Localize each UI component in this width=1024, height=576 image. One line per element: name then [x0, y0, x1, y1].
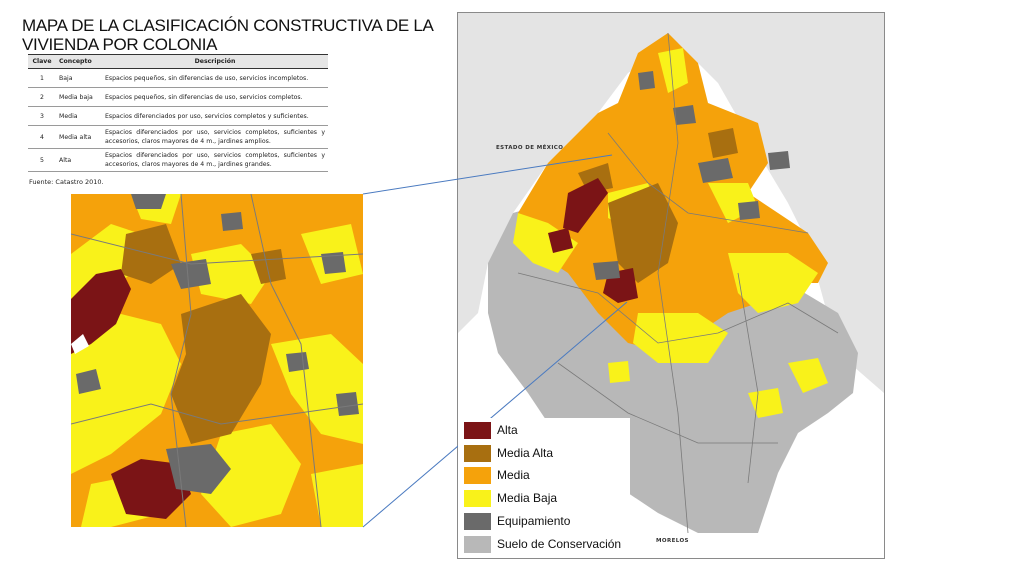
cell-descripcion: Espacios diferenciados por uso, servicio…	[102, 148, 328, 172]
cell-clave: 4	[28, 125, 56, 149]
cell-concepto: Baja	[56, 68, 102, 88]
table-row: 1 Baja Espacios pequeños, sin diferencia…	[28, 68, 328, 88]
cell-concepto: Media alta	[56, 125, 102, 149]
cell-clave: 3	[28, 106, 56, 126]
table-row: 2 Media baja Espacios pequeños, sin dife…	[28, 87, 328, 107]
cell-descripcion: Espacios pequeños, sin diferencias de us…	[102, 68, 328, 88]
legend-swatch	[464, 444, 491, 462]
label-morelos: MORELOS	[656, 538, 689, 544]
legend-swatch	[464, 466, 491, 484]
table-row: 4 Media alta Espacios diferenciados por …	[28, 125, 328, 149]
legend-label: Media Alta	[497, 446, 554, 460]
legend-swatch	[464, 489, 491, 507]
cell-descripcion: Espacios diferenciados por uso, servicio…	[102, 106, 328, 126]
classification-table: Clave Concepto Descripción 1 Baja Espaci…	[28, 54, 328, 172]
label-estado-de-mexico: ESTADO DE MÉXICO	[496, 145, 564, 151]
legend-label: Suelo de Conservación	[497, 537, 622, 551]
legend-item-suelo-de-conservacion: Suelo de Conservación	[464, 535, 621, 553]
inset-map-graphic	[71, 194, 363, 527]
table-header-row: Clave Concepto Descripción	[28, 54, 328, 69]
legend-label: Equipamiento	[497, 514, 571, 528]
legend-item-equipamiento: Equipamiento	[464, 512, 570, 530]
legend-label: Media	[497, 468, 530, 482]
legend-item-media: Media	[464, 466, 530, 484]
cell-clave: 5	[28, 148, 56, 172]
legend-item-media-alta: Media Alta	[464, 444, 553, 462]
source-note: Fuente: Catastro 2010.	[29, 178, 104, 186]
cell-descripcion: Espacios pequeños, sin diferencias de us…	[102, 87, 328, 107]
header-concepto: Concepto	[56, 54, 102, 69]
cell-concepto: Alta	[56, 148, 102, 172]
table-row: 3 Media Espacios diferenciados por uso, …	[28, 106, 328, 126]
cell-clave: 1	[28, 68, 56, 88]
table-row: 5 Alta Espacios diferenciados por uso, s…	[28, 148, 328, 172]
cell-concepto: Media	[56, 106, 102, 126]
inset-zoom-map	[71, 194, 363, 527]
cell-descripcion: Espacios diferenciados por uso, servicio…	[102, 125, 328, 149]
legend-swatch	[464, 535, 491, 553]
header-descripcion: Descripción	[102, 54, 328, 69]
legend-label: Alta	[497, 423, 518, 437]
legend-swatch	[464, 512, 491, 530]
cell-clave: 2	[28, 87, 56, 107]
page-title: MAPA DE LA CLASIFICACIÓN CONSTRUCTIVA DE…	[22, 16, 433, 54]
legend-item-media-baja: Media Baja	[464, 489, 557, 507]
legend-label: Media Baja	[497, 491, 558, 505]
legend-swatch	[464, 421, 491, 439]
map-legend: Alta Media Alta Media Media Baja Equipam…	[458, 418, 630, 556]
legend-item-alta: Alta	[464, 421, 518, 439]
cell-concepto: Media baja	[56, 87, 102, 107]
header-clave: Clave	[28, 54, 56, 69]
